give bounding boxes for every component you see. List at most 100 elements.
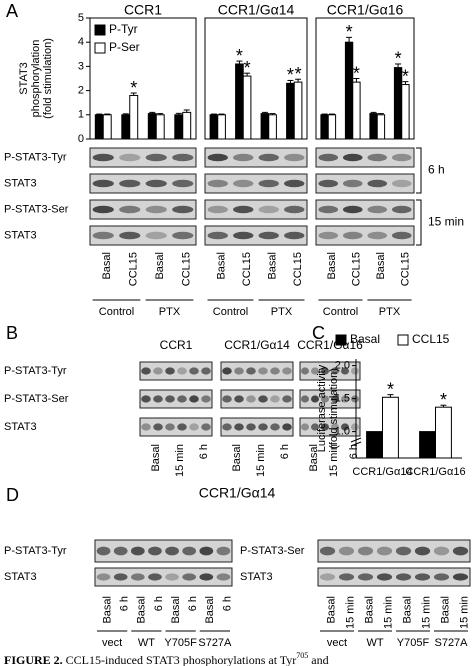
bar: [419, 431, 437, 459]
blot-band: [141, 423, 151, 431]
lane-label: Basal: [375, 252, 387, 280]
blot-band: [391, 205, 412, 214]
lane-label: 6 h: [221, 596, 233, 611]
blot-header: CCR1/Gα16: [297, 338, 363, 352]
bar: [102, 114, 112, 140]
lane-label: 15 min: [458, 596, 470, 629]
blot-band: [342, 179, 363, 188]
blot-band: [338, 573, 355, 581]
group-label: PTX: [159, 306, 181, 318]
bar: [401, 84, 410, 140]
blot-band: [233, 179, 254, 188]
lane-label: Basal: [401, 596, 413, 624]
blot-band: [391, 231, 412, 240]
lane-label: CCL15: [400, 252, 412, 286]
lane-label: Basal: [101, 596, 113, 624]
blot: [315, 147, 415, 168]
bar: [382, 396, 399, 459]
significance-mark: *: [440, 390, 447, 410]
blot-band: [367, 179, 388, 188]
blot-band: [414, 546, 431, 556]
blot-band: [341, 395, 349, 403]
significance-mark: *: [130, 78, 137, 98]
blot-band: [189, 423, 199, 431]
panel-label: D: [6, 485, 19, 505]
blot-band: [318, 179, 339, 188]
blot-band: [319, 546, 336, 556]
y-axis-label: Luciferase activity(fold stimulation): [316, 364, 340, 452]
blot: [139, 417, 213, 437]
blot-band: [338, 546, 355, 556]
blot-band: [341, 423, 349, 431]
blot-band: [258, 153, 279, 162]
blot-band: [357, 573, 374, 581]
chart-title: CCR1: [124, 2, 162, 18]
lane-label: 6 h: [153, 596, 165, 611]
panel-label: A: [6, 1, 18, 21]
blot-band: [284, 205, 305, 214]
y-axis-label-line: (fold stimulation): [328, 368, 340, 449]
blot: [315, 173, 415, 194]
y-axis-label: STAT3phosphorylation(fold stimulation): [18, 38, 54, 119]
blot-band: [201, 395, 211, 403]
blot-band: [331, 395, 339, 403]
y-tick-label: 1.0: [335, 426, 350, 438]
panel-label: B: [6, 323, 18, 343]
lane-label: Basal: [267, 252, 279, 280]
blot-band: [284, 153, 305, 162]
blot-band: [182, 573, 197, 581]
blot-band: [145, 179, 167, 188]
row-label: P-STAT3-Tyr: [4, 365, 67, 377]
blot-band: [119, 153, 141, 162]
blot-band: [119, 179, 141, 188]
blot-band: [246, 395, 256, 403]
bar: [366, 431, 384, 459]
group-label: WT: [366, 637, 383, 649]
blot-band: [172, 205, 194, 214]
row-label: P-STAT3-Ser: [4, 393, 69, 405]
group-label: S727A: [198, 637, 232, 649]
row-label: STAT3: [4, 177, 37, 189]
blot-band: [119, 231, 141, 240]
bar: [352, 81, 361, 140]
row-label: P-STAT3-Ser: [4, 203, 69, 215]
row-label: STAT3: [240, 571, 273, 583]
caption-part: CCL15-induced STAT3 phosphorylations at …: [63, 653, 297, 666]
bar: [129, 94, 139, 140]
blot-band: [391, 179, 412, 188]
lane-label: Basal: [363, 596, 375, 624]
blot: [139, 389, 213, 409]
blot-band: [258, 395, 268, 403]
blot-band: [199, 546, 214, 556]
blot-band: [342, 205, 363, 214]
bar: [344, 41, 354, 140]
plot-frame: [315, 17, 415, 140]
blot-band: [258, 423, 268, 431]
group-label: vect: [102, 637, 122, 649]
blot-band: [321, 395, 329, 403]
blot-band: [367, 231, 388, 240]
blot-band: [318, 153, 339, 162]
significance-mark: *: [387, 379, 394, 399]
significance-mark: *: [236, 46, 243, 66]
group-label: Control: [213, 306, 248, 318]
blot-band: [222, 423, 232, 431]
group-label: vect: [327, 637, 347, 649]
lane-label: Basal: [136, 596, 148, 624]
blot-band: [433, 573, 450, 581]
lane-label: CCL15: [292, 252, 304, 286]
blot-band: [270, 423, 280, 431]
blot-band: [341, 367, 349, 375]
significance-mark: *: [295, 64, 302, 84]
chart-title: CCR1/Gα16: [327, 2, 404, 18]
blot: [317, 567, 471, 587]
bar: [435, 406, 452, 459]
lane-label: CCL15: [181, 252, 193, 286]
blot-band: [145, 231, 167, 240]
y-tick-label: 3: [78, 60, 84, 72]
blot-band: [145, 205, 167, 214]
bracket-label: 6 h: [428, 163, 445, 177]
bar: [242, 75, 252, 140]
blot-band: [351, 367, 359, 375]
blot-band: [246, 367, 256, 375]
